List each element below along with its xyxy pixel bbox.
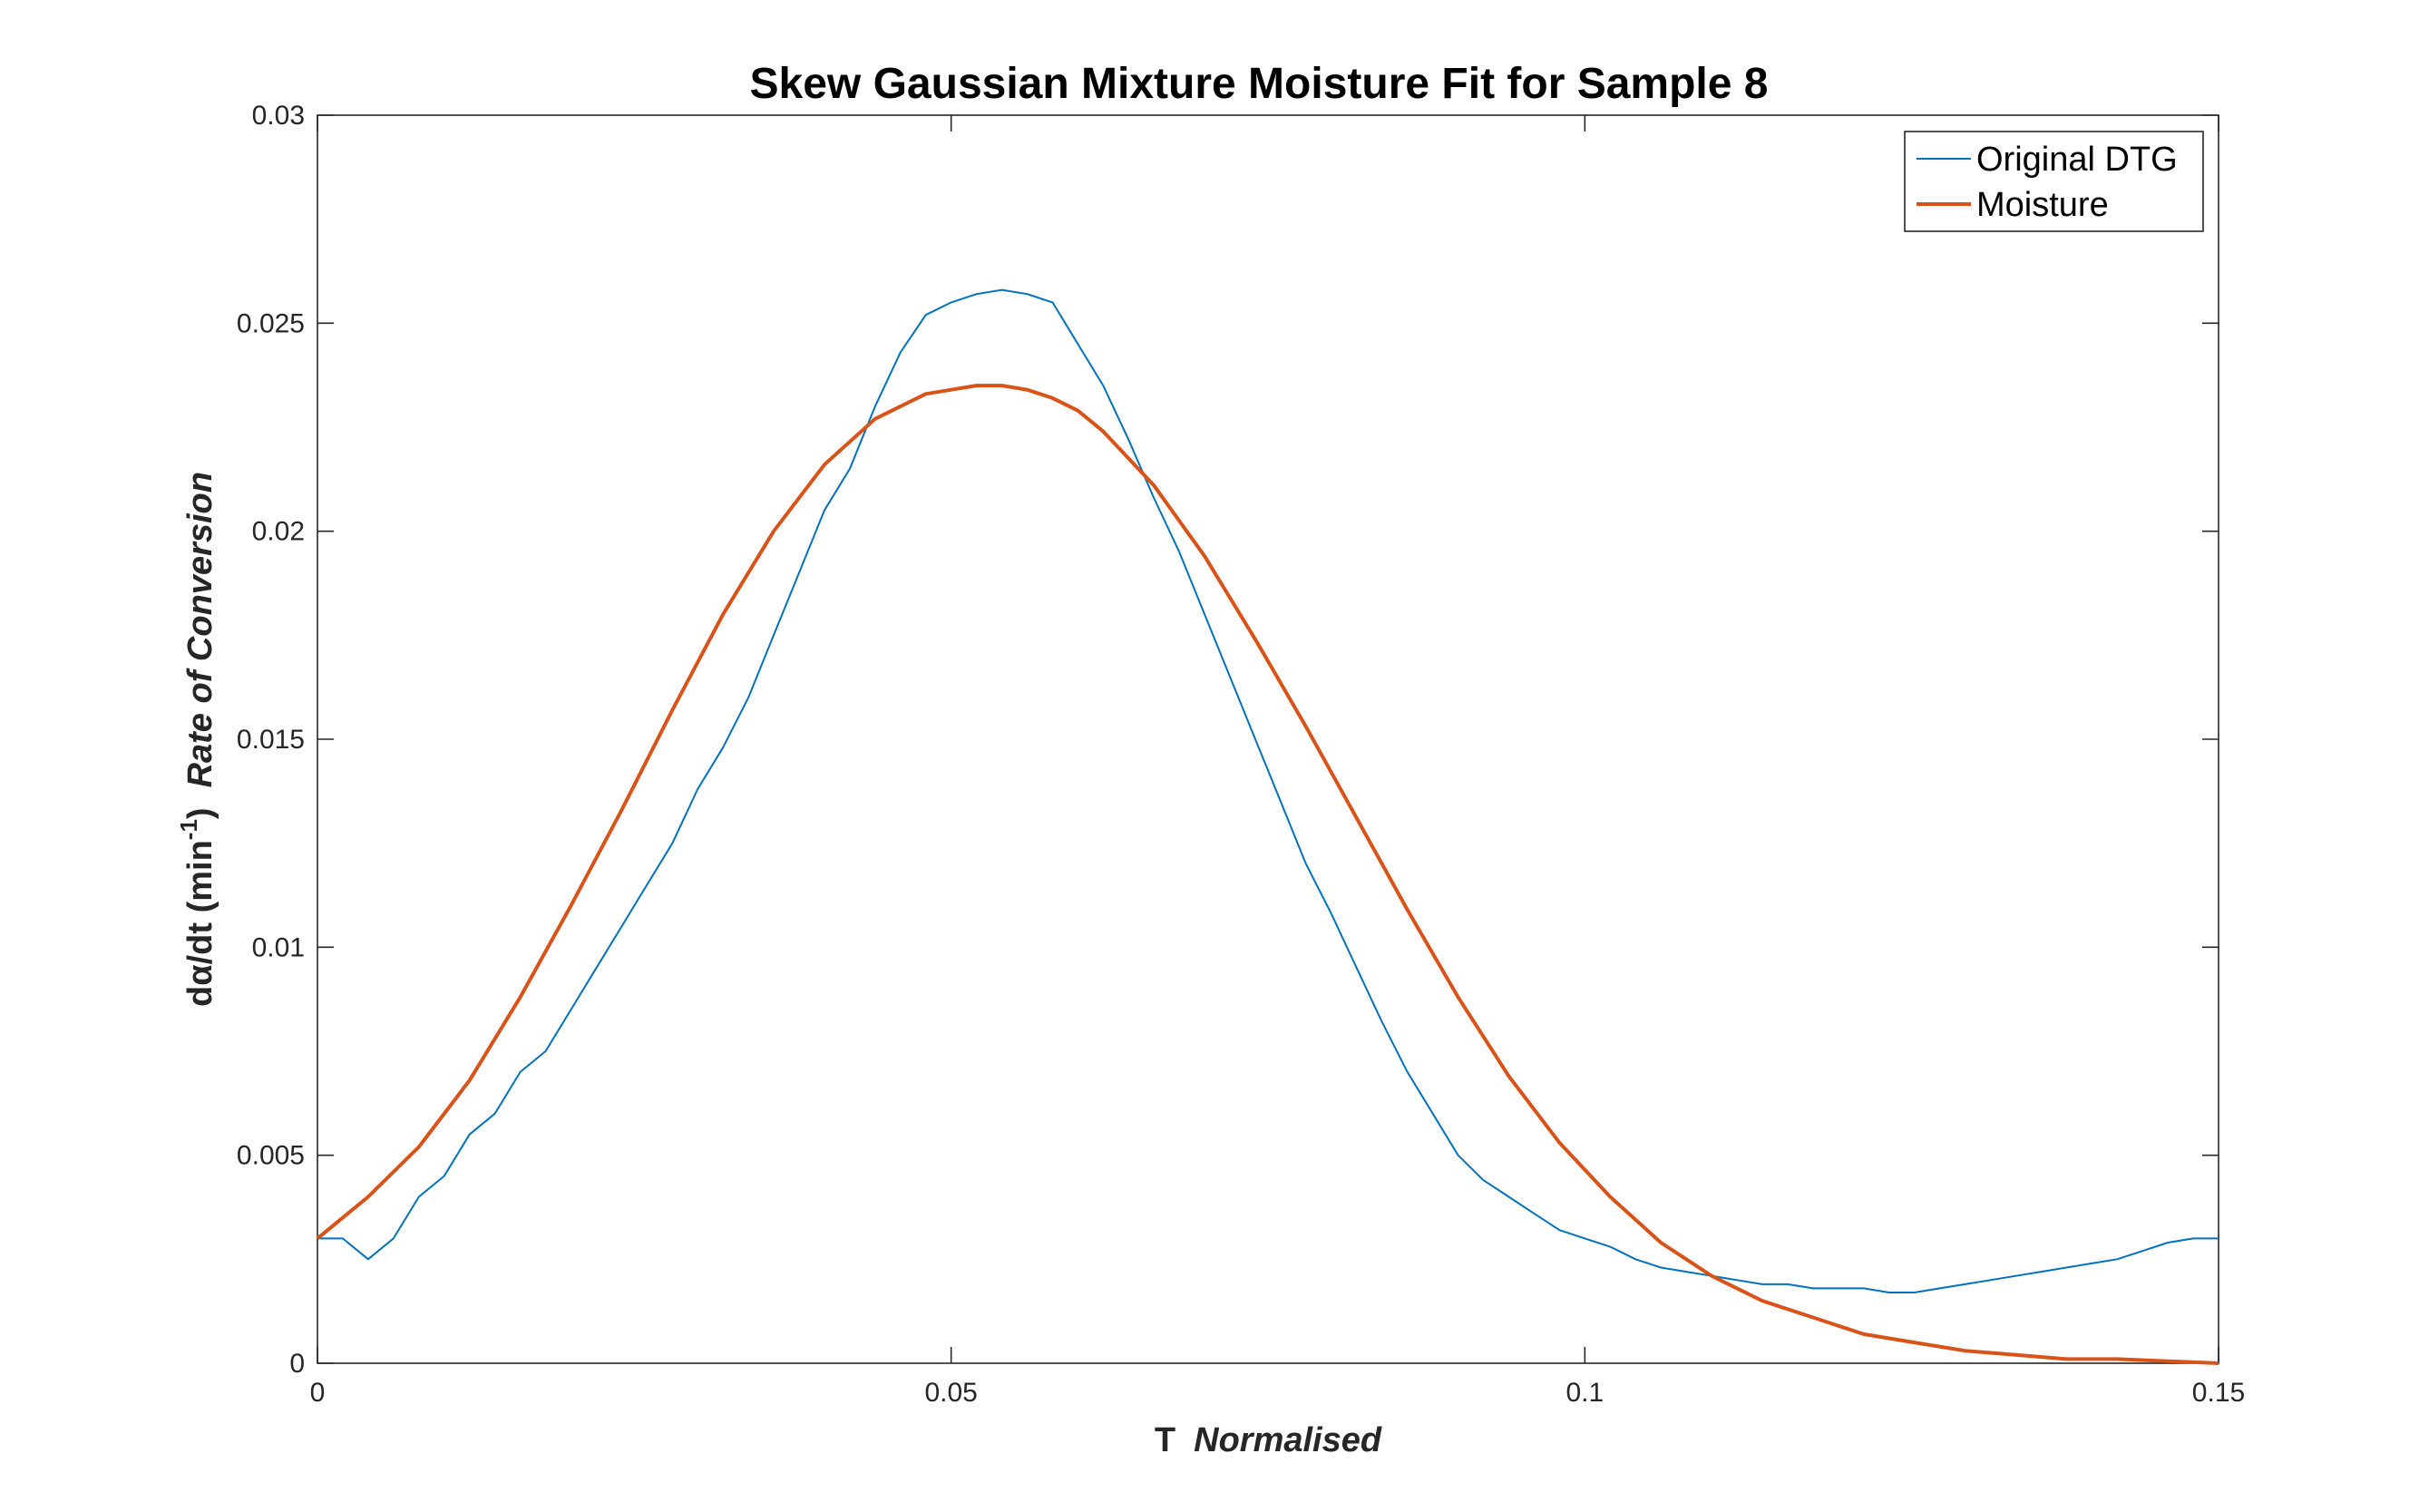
x-axis-label: T Normalised [1155,1421,1382,1459]
y-tick-label: 0.03 [252,101,305,131]
y-tick-label: 0.005 [237,1141,305,1171]
x-tick-label: 0.05 [924,1378,977,1408]
y-axis-label: dα/dt (min-1) Rate of Conversion [175,472,219,1007]
series-layer [316,288,2219,1365]
y-ticks: 0 0.005 0.01 0.015 0.02 0.025 0.03 [237,101,2219,1379]
series-line-original-dtg [317,288,2219,1293]
chart-title: Skew Gaussian Mixture Moisture Fit for S… [750,60,1769,108]
y-tick-label: 0.01 [252,932,305,962]
y-axis-label-italic: Rate of Conversion [181,472,219,787]
x-tick-label: 0.15 [2192,1378,2245,1408]
y-tick-label: 0.015 [237,725,305,755]
legend: Original DTG Moisture [1904,131,2204,232]
series-line-moisture [316,384,2219,1365]
y-axis-label-sup: -1 [175,819,202,840]
legend-box [1904,131,2204,232]
y-tick-label: 0.025 [237,308,305,338]
x-tick-label: 0.1 [1566,1378,1604,1408]
y-axis-label-close: ) [181,807,219,819]
y-tick-label: 0 [289,1349,305,1379]
legend-label-original-dtg: Original DTG [1976,141,2178,179]
y-axis-label-main: dα/dt (min [181,840,219,1007]
x-axis-label-italic: Normalised [1194,1421,1382,1459]
y-tick-label: 0.02 [252,517,305,547]
x-axis-label-main: T [1155,1421,1175,1459]
legend-label-moisture: Moisture [1976,186,2109,224]
x-ticks: 0 0.05 0.1 0.15 [310,115,2245,1408]
x-tick-label: 0 [310,1378,326,1408]
